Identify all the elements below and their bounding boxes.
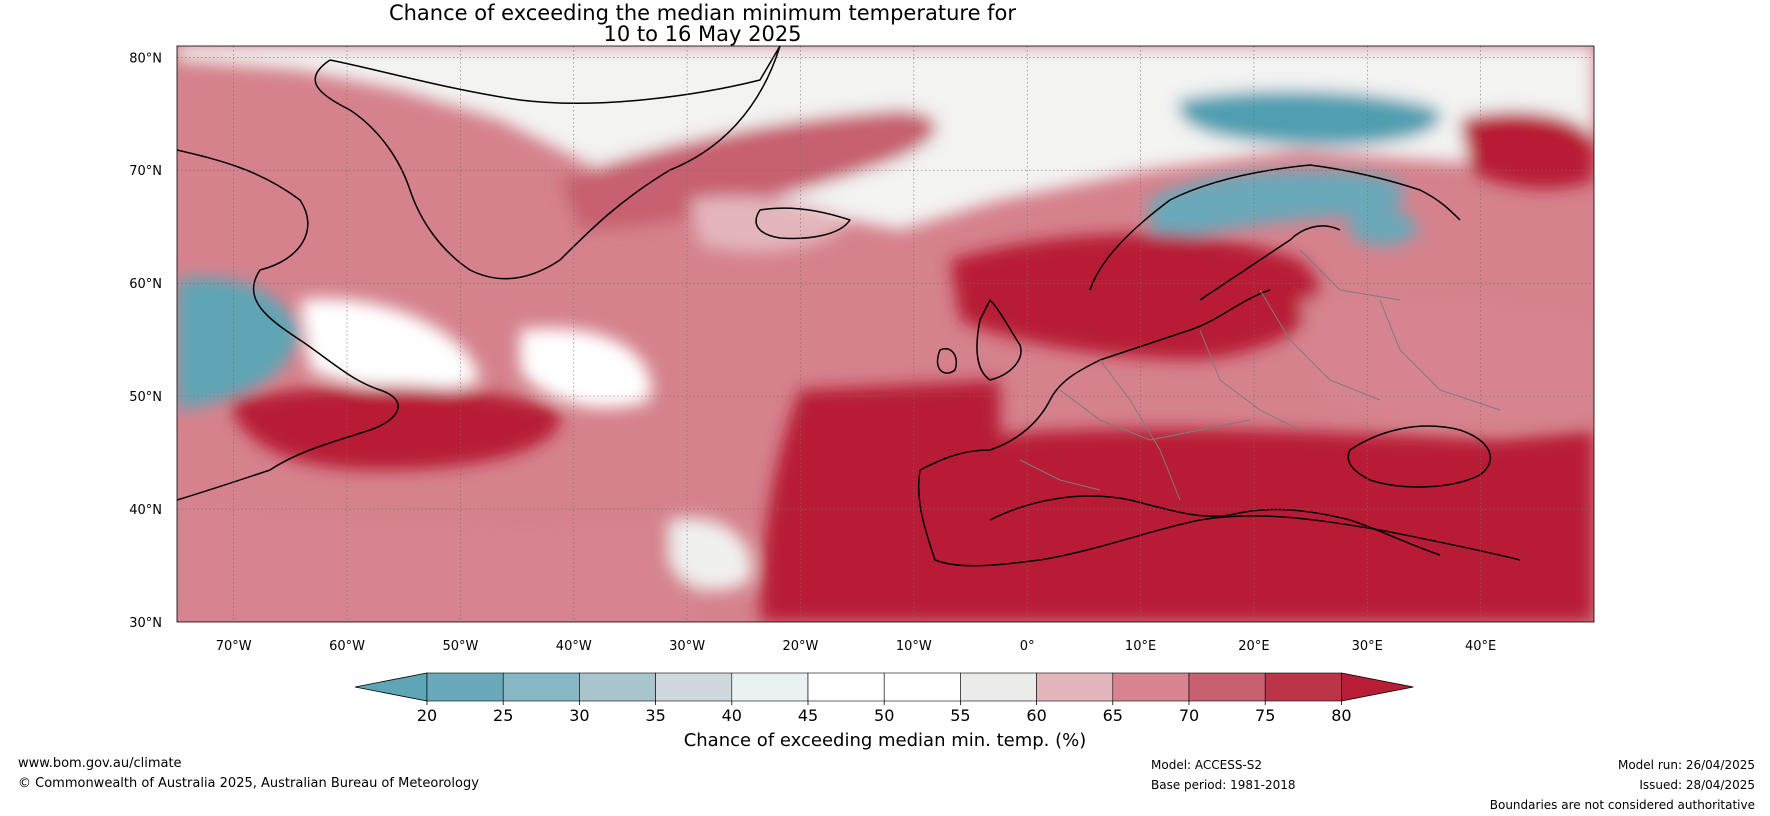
longitude-tick-label: 50°W [442, 639, 478, 654]
colorbar-segment [426, 672, 504, 702]
country-borders [1019, 249, 1501, 501]
colorbar-segment [502, 672, 580, 702]
longitude-tick-label: 30°E [1352, 639, 1383, 654]
colorbar-segment [655, 672, 733, 702]
longitude-tick-label: 60°W [329, 639, 365, 654]
colorbar-segment [807, 672, 885, 702]
longitude-tick-label: 20°W [783, 639, 819, 654]
colorbar-segment [1036, 672, 1114, 702]
colorbar-segment [1264, 672, 1342, 702]
map-frame [176, 45, 1595, 623]
europe-coastline [917, 289, 1521, 567]
longitude-tick-label: 70°W [216, 639, 252, 654]
base-period-text: Base period: 1981-2018 [1151, 778, 1296, 792]
colorbar-upper-extension [1341, 672, 1414, 702]
map-title-line-2: 10 to 16 May 2025 [603, 22, 802, 46]
colorbar-tick-label: 70 [1179, 706, 1199, 725]
colorbar-tick-label: 55 [950, 706, 970, 725]
latitude-tick-label: 70°N [129, 164, 162, 179]
colorbar-segment [731, 672, 809, 702]
coastlines [177, 46, 1521, 567]
mediterranean-coastline [989, 495, 1441, 556]
colorbar-segment [1188, 672, 1266, 702]
colorbar-tick-label: 45 [798, 706, 818, 725]
graticule [177, 46, 1594, 622]
colorbar-segment [1112, 672, 1190, 702]
longitude-tick-label: 10°W [896, 639, 932, 654]
east-europe-pink [1300, 296, 1594, 424]
colorbar-tick-label: 40 [722, 706, 742, 725]
colorbar-tick-label: 25 [493, 706, 513, 725]
south-west-pink [177, 500, 700, 622]
scandinavia-blue [1150, 170, 1405, 250]
map-panel [177, 46, 1594, 622]
colorbar-segment [883, 672, 961, 702]
latitude-tick-label: 30°N [129, 616, 162, 631]
longitude-tick-label: 40°W [556, 639, 592, 654]
iceland-coastline [755, 207, 851, 240]
greenland-coastline [314, 46, 781, 280]
scandinavia-coastline [1089, 164, 1461, 301]
colorbar-segment [579, 672, 656, 702]
longitude-tick-label: 20°E [1238, 639, 1269, 654]
colorbar-tick-label: 35 [645, 706, 665, 725]
issued-text: Issued: 28/04/2025 [1639, 778, 1755, 792]
mid-atlantic-white [520, 328, 652, 409]
colorbar-label: Chance of exceeding median min. temp. (%… [684, 730, 1087, 751]
europe-red [950, 233, 1320, 360]
uk-coastline [936, 299, 1022, 381]
colorbar-segment [960, 672, 1037, 702]
canary-white [670, 518, 752, 591]
labrador-blue [177, 277, 300, 410]
colorbar: 20 25 30 35 40 45 50 55 60 65 70 75 80 [354, 672, 1414, 725]
barents-blue-band [1178, 90, 1441, 146]
colorbar-tick-label: 20 [417, 706, 437, 725]
labrador-white [300, 298, 480, 391]
north-sea-blue [1350, 206, 1420, 246]
latitude-tick-labels: 80°N 70°N 60°N 50°N 40°N 30°N [129, 51, 162, 631]
mediterranean-red [940, 428, 1594, 622]
colorbar-tick-label: 50 [874, 706, 894, 725]
map-title-line-1: Chance of exceeding the median minimum t… [388, 1, 1017, 25]
model-run-text: Model run: 26/04/2025 [1617, 758, 1755, 772]
colorbar-tick-label: 30 [569, 706, 589, 725]
svalbard-red [1460, 111, 1594, 189]
model-text: Model: ACCESS-S2 [1151, 758, 1263, 772]
longitude-tick-label: 10°E [1125, 639, 1156, 654]
longitude-tick-label: 40°E [1465, 639, 1496, 654]
longitude-tick-label: 0° [1020, 639, 1035, 654]
black-sea-coastline [1347, 425, 1492, 488]
latitude-tick-label: 60°N [129, 277, 162, 292]
longitude-tick-label: 30°W [669, 639, 705, 654]
colorbar-tick-label: 80 [1331, 706, 1351, 725]
north-atlantic-band-red [560, 110, 937, 230]
copyright-text: © Commonwealth of Australia 2025, Austra… [18, 776, 479, 791]
longitude-tick-labels: 70°W 60°W 50°W 40°W 30°W 20°W 10°W 0° 10°E 20°E 30… [216, 639, 1497, 654]
latitude-tick-label: 80°N [129, 51, 162, 66]
disclaimer-text: Boundaries are not considered authoritat… [1489, 798, 1755, 812]
latitude-tick-label: 40°N [129, 503, 162, 518]
colorbar-tick-label: 65 [1103, 706, 1123, 725]
latitude-tick-label: 50°N [129, 390, 162, 405]
canada-coastline [177, 149, 399, 501]
website-link[interactable]: www.bom.gov.au/climate [18, 756, 182, 771]
colorbar-lower-extension [354, 672, 428, 702]
colorbar-tick-label: 60 [1026, 706, 1046, 725]
colorbar-tick-label: 75 [1255, 706, 1275, 725]
